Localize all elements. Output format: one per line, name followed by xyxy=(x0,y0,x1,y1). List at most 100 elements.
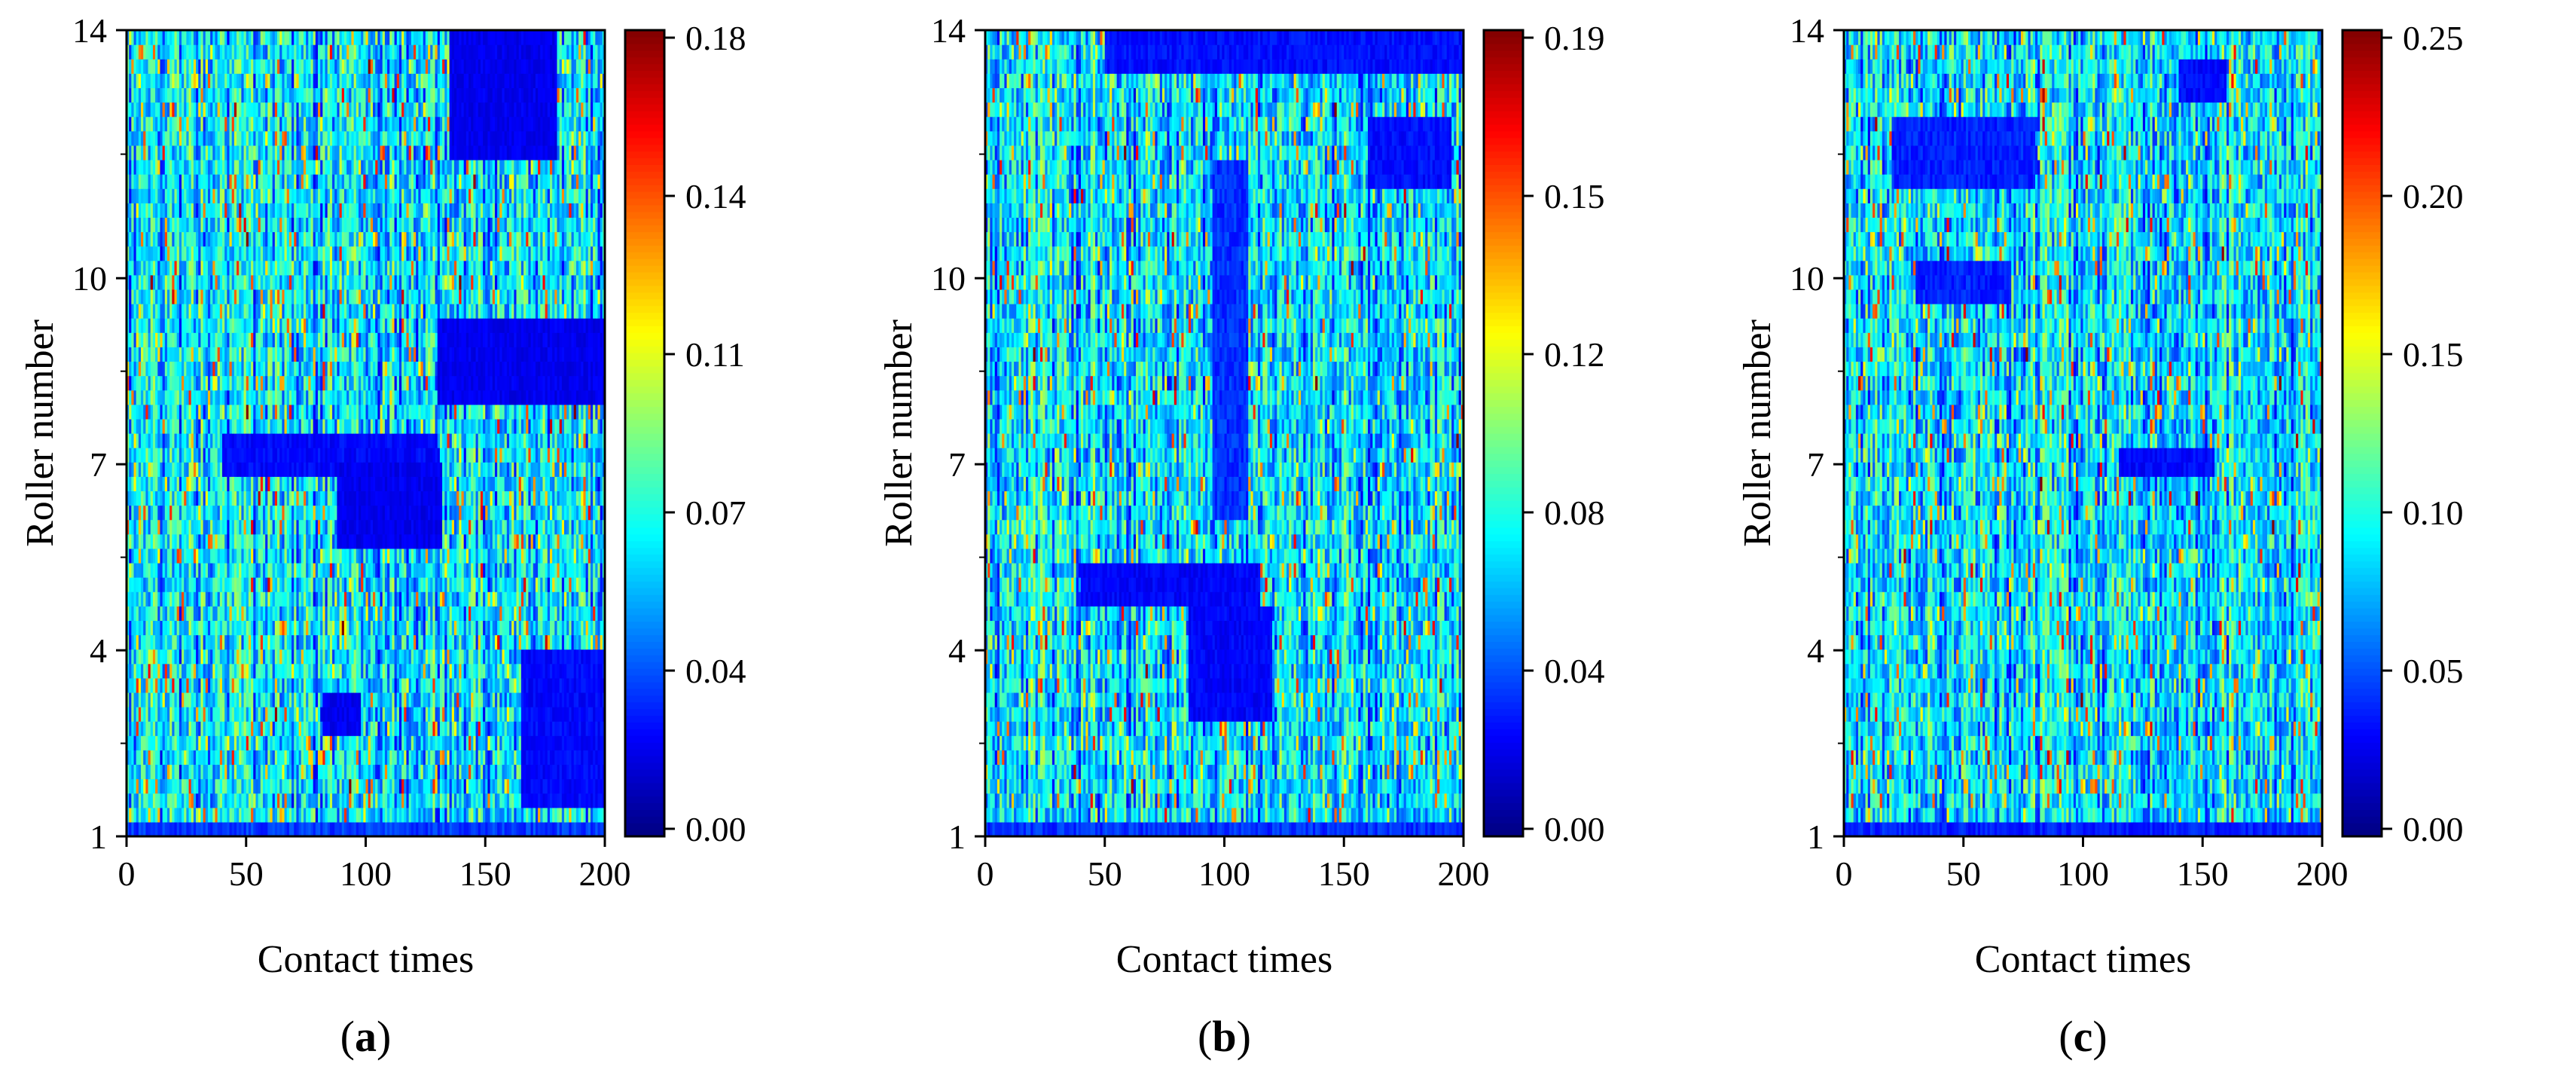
heatmap-cell xyxy=(172,332,175,347)
heatmap-cell xyxy=(231,203,235,218)
heatmap-cell xyxy=(166,735,170,750)
heatmap-cell xyxy=(205,620,209,636)
heatmap-cell xyxy=(188,750,192,766)
heatmap-cell xyxy=(318,778,321,794)
heatmap-cell xyxy=(219,231,223,247)
heatmap-cell xyxy=(136,663,139,679)
heatmap-cell xyxy=(162,102,166,118)
heatmap-cell xyxy=(174,750,178,766)
heatmap-cell xyxy=(239,433,242,448)
heatmap-cell xyxy=(219,59,223,74)
heatmap-cell xyxy=(327,519,331,535)
heatmap-cell xyxy=(320,476,323,492)
heatmap-cell xyxy=(174,505,178,521)
heatmap-cell xyxy=(284,318,288,333)
heatmap-cell xyxy=(334,318,337,333)
heatmap-cell xyxy=(212,304,216,319)
heatmap-cell xyxy=(265,44,268,60)
heatmap-cell xyxy=(246,188,249,203)
heatmap-cell xyxy=(243,692,247,708)
heatmap-cell xyxy=(274,418,278,434)
heatmap-cell xyxy=(322,519,326,535)
heatmap-cell xyxy=(310,375,314,391)
heatmap-cell xyxy=(131,548,135,564)
heatmap-cell xyxy=(237,59,240,74)
heatmap-cell xyxy=(327,260,331,276)
heatmap-cell xyxy=(306,721,309,736)
heatmap-cell xyxy=(332,750,335,766)
heatmap-cell xyxy=(272,404,276,420)
heatmap-cell xyxy=(288,821,292,836)
heatmap-cell xyxy=(205,274,209,290)
heatmap-cell xyxy=(291,577,295,592)
heatmap-cell xyxy=(176,87,180,103)
heatmap-cell xyxy=(145,59,149,74)
heatmap-cell xyxy=(203,44,206,60)
heatmap-cell xyxy=(322,562,326,578)
heatmap-cell xyxy=(246,606,249,621)
heatmap-cell xyxy=(334,793,337,808)
heatmap-cell xyxy=(141,663,144,679)
heatmap-cell xyxy=(212,620,216,636)
heatmap-cell xyxy=(150,274,154,290)
heatmap-cell xyxy=(294,533,298,549)
heatmap-cell xyxy=(145,274,149,290)
heatmap-cell xyxy=(279,73,282,89)
heatmap-cell xyxy=(237,821,240,836)
heatmap-cell xyxy=(322,404,326,420)
heatmap-cell xyxy=(203,188,206,203)
heatmap-cell xyxy=(227,707,230,722)
heatmap-cell xyxy=(179,491,182,506)
heatmap-cell xyxy=(152,793,156,808)
heatmap-cell xyxy=(308,620,312,636)
heatmap-cell xyxy=(251,116,254,132)
heatmap-cell xyxy=(179,59,182,74)
heatmap-cell xyxy=(166,44,170,60)
heatmap-cell xyxy=(164,476,168,492)
heatmap-cell xyxy=(145,750,149,766)
heatmap-cell xyxy=(200,793,204,808)
heatmap-cell xyxy=(248,620,252,636)
heatmap-cell xyxy=(145,217,149,233)
heatmap-cell xyxy=(138,87,142,103)
heatmap-cell xyxy=(172,203,175,218)
heatmap-cell xyxy=(282,692,285,708)
heatmap-cell xyxy=(258,692,261,708)
heatmap-cell xyxy=(184,289,187,304)
heatmap-cell xyxy=(303,44,307,60)
heatmap-cell xyxy=(207,793,211,808)
heatmap-cell xyxy=(150,677,154,693)
heatmap-cell xyxy=(288,174,292,189)
heatmap-cell xyxy=(166,462,170,477)
heatmap-cell xyxy=(136,145,139,160)
heatmap-cell xyxy=(267,533,271,549)
heatmap-cell xyxy=(210,448,213,463)
heatmap-cell xyxy=(258,203,261,218)
heatmap-cell xyxy=(334,361,337,377)
heatmap-cell xyxy=(282,462,285,477)
heatmap-cell xyxy=(327,203,331,218)
heatmap-cell xyxy=(237,548,240,564)
heatmap-cell xyxy=(162,562,166,578)
heatmap-cell xyxy=(303,707,307,722)
heatmap-cell xyxy=(162,735,166,750)
heatmap-cell xyxy=(291,304,295,319)
heatmap-cell xyxy=(262,677,266,693)
heatmap-cell xyxy=(207,692,211,708)
heatmap-cell xyxy=(329,577,333,592)
heatmap-cell xyxy=(200,448,204,463)
heatmap-cell xyxy=(315,476,319,492)
heatmap-cell xyxy=(255,304,259,319)
heatmap-cell xyxy=(143,476,146,492)
heatmap-cell xyxy=(227,404,230,420)
heatmap-cell xyxy=(258,591,261,607)
heatmap-cell xyxy=(198,332,202,347)
heatmap-cell xyxy=(310,231,314,247)
heatmap-cell xyxy=(274,390,278,405)
heatmap-cell xyxy=(308,318,312,333)
heatmap-cell xyxy=(286,404,290,420)
heatmap-cell xyxy=(133,87,137,103)
heatmap-cell xyxy=(166,606,170,621)
heatmap-cell xyxy=(184,505,187,521)
heatmap-cell xyxy=(265,591,268,607)
